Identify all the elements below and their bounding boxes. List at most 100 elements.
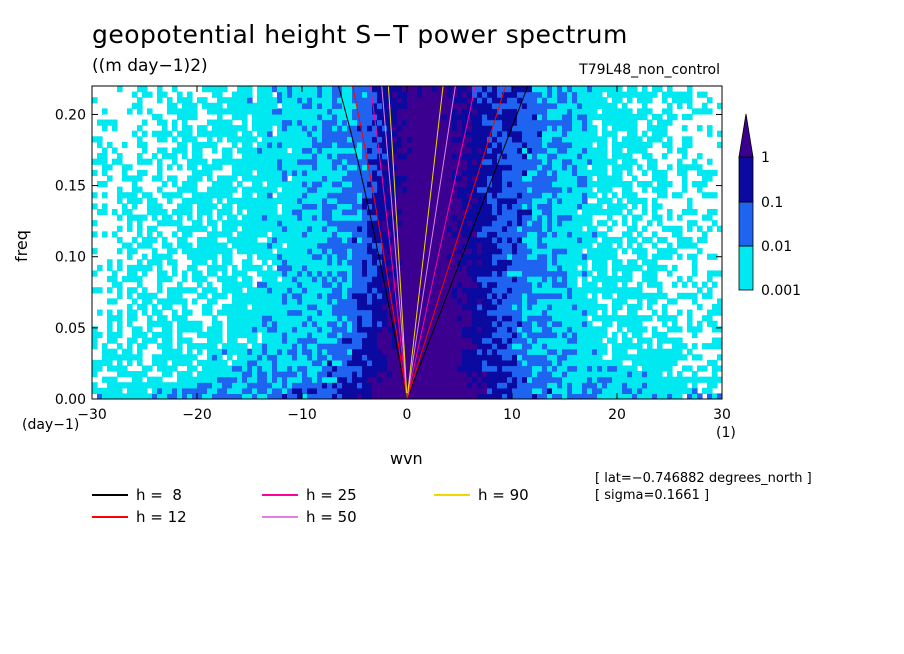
contour-cell bbox=[657, 203, 663, 210]
contour-cell bbox=[482, 320, 488, 327]
contour-cell bbox=[352, 203, 358, 210]
contour-cell bbox=[477, 348, 483, 355]
contour-cell bbox=[347, 253, 353, 260]
contour-cell bbox=[157, 320, 163, 327]
contour-cell bbox=[347, 276, 353, 283]
contour-cell bbox=[297, 192, 303, 199]
contour-cell bbox=[212, 298, 218, 305]
contour-cell bbox=[417, 343, 423, 350]
contour-cell bbox=[262, 281, 268, 288]
contour-cell bbox=[142, 158, 148, 165]
contour-cell bbox=[302, 354, 308, 361]
contour-cell bbox=[592, 281, 598, 288]
contour-cell bbox=[257, 186, 263, 193]
contour-cell bbox=[417, 264, 423, 272]
contour-cell bbox=[662, 387, 668, 395]
contour-cell bbox=[552, 236, 558, 244]
contour-cell bbox=[392, 387, 398, 395]
contour-cell bbox=[392, 376, 398, 383]
contour-cell bbox=[352, 287, 358, 294]
contour-cell bbox=[652, 326, 658, 333]
contour-cell bbox=[447, 236, 453, 244]
contour-cell bbox=[262, 192, 268, 199]
contour-cell bbox=[572, 359, 578, 367]
contour-cell bbox=[132, 298, 138, 305]
contour-cell bbox=[247, 169, 253, 177]
contour-cell bbox=[247, 371, 253, 378]
contour-cell bbox=[307, 220, 313, 227]
contour-cell bbox=[302, 214, 308, 221]
contour-cell bbox=[502, 315, 508, 322]
contour-cell bbox=[127, 303, 133, 311]
contour-cell bbox=[457, 220, 463, 227]
contour-cell bbox=[587, 343, 593, 350]
contour-cell bbox=[517, 208, 523, 216]
contour-cell bbox=[212, 225, 218, 232]
contour-cell bbox=[317, 208, 323, 216]
contour-cell bbox=[362, 354, 368, 361]
contour-cell bbox=[302, 371, 308, 378]
contour-cell bbox=[332, 225, 338, 232]
contour-cell bbox=[192, 248, 198, 255]
contour-cell bbox=[652, 158, 658, 165]
contour-cell bbox=[502, 158, 508, 165]
contour-cell bbox=[452, 376, 458, 383]
contour-cell bbox=[352, 186, 358, 193]
contour-cell bbox=[532, 253, 538, 260]
contour-cell bbox=[547, 169, 553, 177]
contour-cell bbox=[357, 141, 363, 149]
contour-cell bbox=[482, 287, 488, 294]
contour-cell bbox=[272, 169, 278, 177]
contour-cell bbox=[422, 175, 428, 182]
contour-cell bbox=[592, 158, 598, 165]
contour-cell bbox=[347, 141, 353, 149]
contour-cell bbox=[192, 181, 198, 188]
contour-cell bbox=[122, 348, 128, 355]
contour-cell bbox=[567, 382, 573, 389]
contour-cell bbox=[582, 220, 588, 227]
contour-cell bbox=[302, 337, 308, 344]
contour-cell bbox=[202, 343, 208, 350]
contour-cell bbox=[622, 264, 628, 272]
contour-cell bbox=[377, 220, 383, 227]
contour-cell bbox=[487, 147, 493, 154]
contour-cell bbox=[367, 136, 373, 143]
contour-cell bbox=[457, 231, 463, 238]
contour-cell bbox=[182, 248, 188, 255]
contour-cell bbox=[367, 220, 373, 227]
contour-cell bbox=[127, 264, 133, 272]
contour-cell bbox=[682, 236, 688, 244]
contour-cell bbox=[502, 320, 508, 327]
contour-cell bbox=[347, 376, 353, 383]
contour-cell bbox=[597, 248, 603, 255]
contour-cell bbox=[637, 248, 643, 255]
contour-cell bbox=[572, 130, 578, 137]
contour-cell bbox=[497, 331, 503, 339]
contour-cell bbox=[522, 147, 528, 154]
contour-cell bbox=[312, 208, 318, 216]
contour-cell bbox=[697, 248, 703, 255]
contour-cell bbox=[342, 303, 348, 311]
contour-cell bbox=[692, 164, 698, 171]
contour-cell bbox=[107, 175, 113, 182]
contour-cell bbox=[437, 365, 443, 372]
contour-cell bbox=[452, 298, 458, 305]
contour-cell bbox=[272, 158, 278, 165]
contour-cell bbox=[247, 359, 253, 367]
contour-cell bbox=[462, 253, 468, 260]
contour-cell bbox=[252, 303, 258, 311]
contour-cell bbox=[317, 387, 323, 395]
contour-cell bbox=[307, 153, 313, 160]
contour-cell bbox=[632, 393, 638, 399]
contour-cell bbox=[212, 231, 218, 238]
contour-cell bbox=[312, 164, 318, 171]
contour-cell bbox=[402, 181, 408, 188]
contour-cell bbox=[497, 192, 503, 199]
contour-cell bbox=[422, 387, 428, 395]
contour-cell bbox=[172, 382, 178, 389]
contour-cell bbox=[477, 192, 483, 199]
contour-cell bbox=[492, 320, 498, 327]
contour-cell bbox=[387, 136, 393, 143]
contour-cell bbox=[127, 337, 133, 344]
contour-cell bbox=[557, 343, 563, 350]
